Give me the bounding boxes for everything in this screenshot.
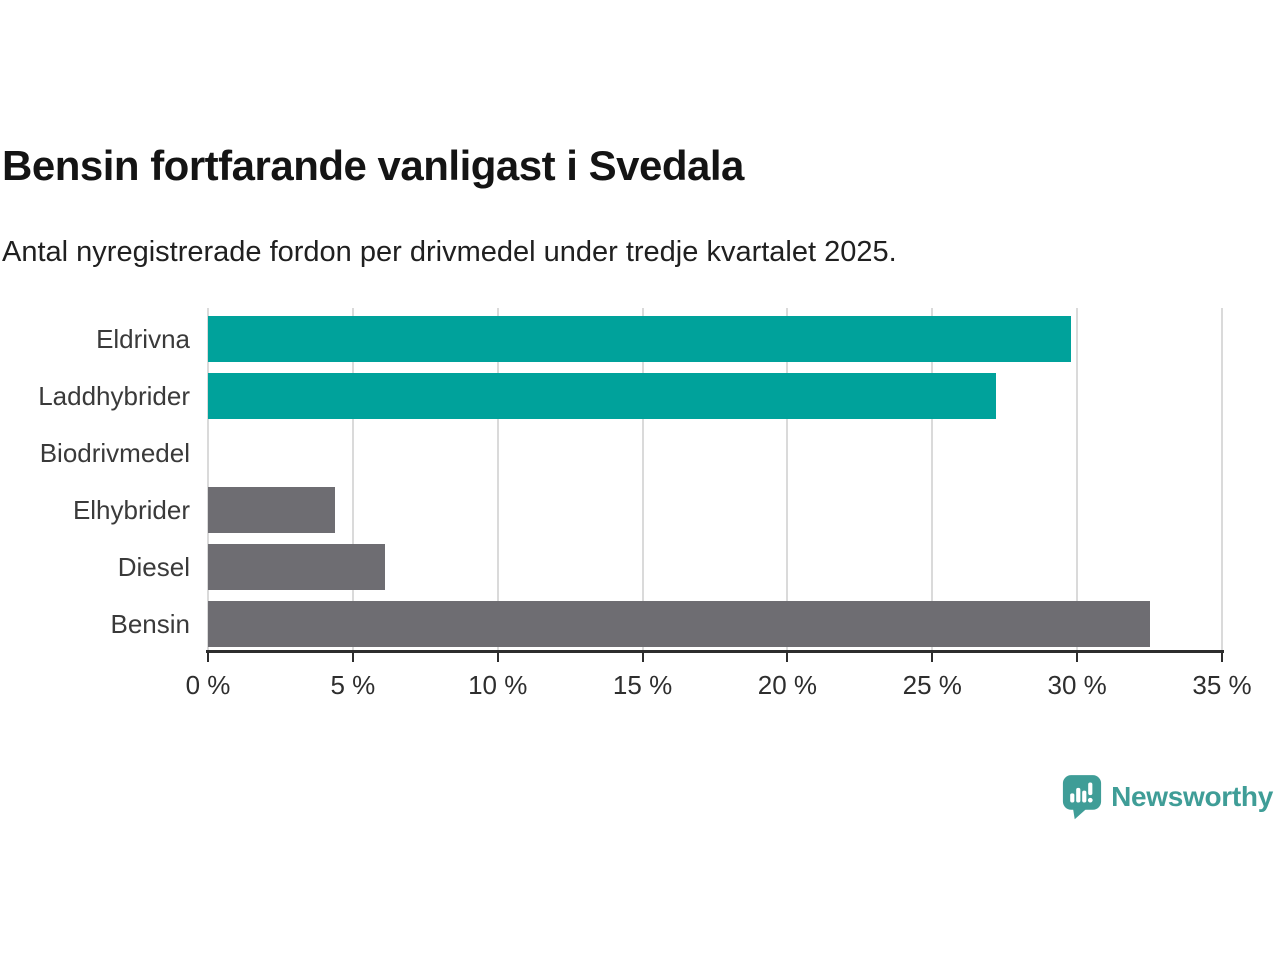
x-tick-label-25: 25 % [902,670,962,700]
bar-bensin [208,601,1150,647]
gridline-30 [1076,308,1079,650]
x-tick-0 [207,653,209,662]
x-tick-30 [1076,653,1079,662]
x-tick-label-35: 35 % [1192,670,1252,700]
x-tick-label-15: 15 % [612,670,673,700]
category-label-eldrivna: Eldrivna [96,323,190,354]
category-label-diesel: Diesel [117,551,190,582]
newsworthy-logo-icon [1062,775,1102,820]
x-tick-20 [786,653,789,662]
x-axis-line [206,650,1224,653]
x-tick-label-0: 0 % [185,670,231,700]
gridline-15 [641,308,644,650]
category-label-elhybrider: Elhybrider [72,494,190,525]
x-tick-label-20: 20 % [757,670,818,700]
x-tick-5 [351,653,354,662]
bar-laddhybrider [208,373,997,419]
gridline-25 [931,308,934,650]
category-label-laddhybrider: Laddhybrider [38,380,190,411]
plot-area [207,308,1223,650]
x-tick-25 [931,653,934,662]
page-subtitle: Antal nyregistrerade fordon per drivmede… [2,236,897,268]
gridline-10 [496,308,499,650]
category-label-biodrivmedel: Biodrivmedel [39,437,190,468]
y-axis-labels: Eldrivna Laddhybrider Biodrivmedel Elhybrid… [0,308,190,650]
x-tick-10 [496,653,499,662]
bar-elhybrider [208,487,336,533]
page-title: Bensin fortfarande vanligast i Svedala [2,142,744,189]
x-tick-15 [641,653,644,662]
bar-chart: Eldrivna Laddhybrider Biodrivmedel Elhybrid… [0,308,1280,708]
bar-diesel [208,544,385,590]
gridline-20 [786,308,789,650]
x-tick-label-5: 5 % [330,670,376,700]
category-label-bensin: Bensin [110,608,191,639]
bar-eldrivna [208,316,1072,362]
x-tick-35 [1221,653,1223,662]
x-tick-label-10: 10 % [468,670,528,700]
newsworthy-brand-text: Newsworthy [1111,781,1273,812]
gridline-0 [207,308,209,650]
newsworthy-logo: Newsworthy [1062,774,1273,820]
gridline-5 [351,308,354,650]
gridline-35 [1221,308,1223,650]
x-tick-label-30: 30 % [1047,670,1107,700]
